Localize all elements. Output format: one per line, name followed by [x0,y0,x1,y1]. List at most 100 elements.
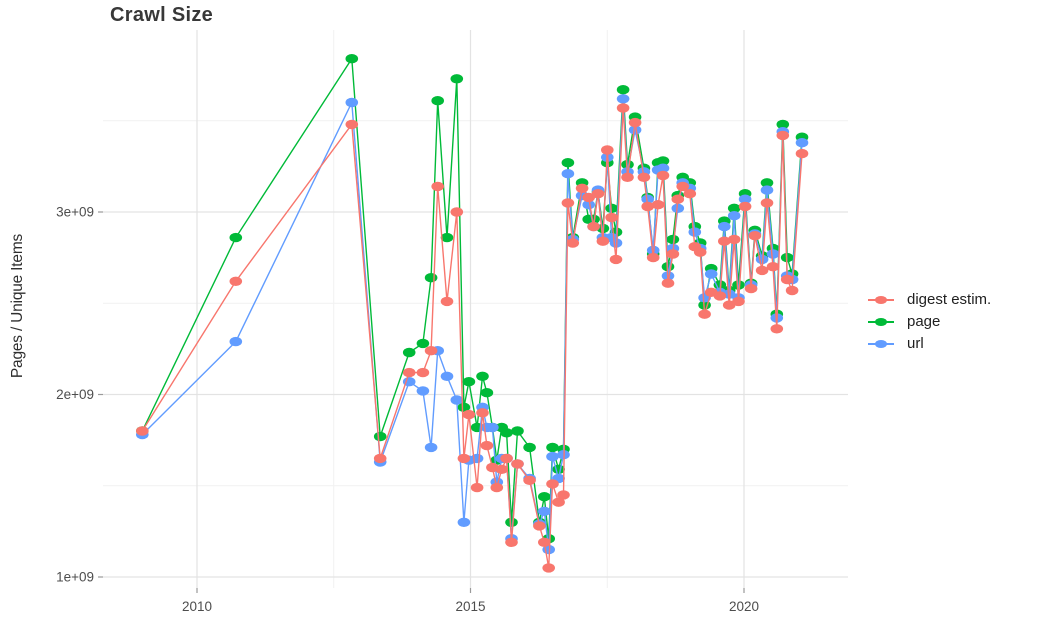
legend-item-digest[interactable]: digest estim. [868,291,991,308]
data-point-url[interactable] [486,422,499,433]
data-point-digest-estim[interactable] [698,309,711,319]
data-point-digest-estim[interactable] [601,145,614,155]
data-point-digest-estim[interactable] [450,207,464,217]
data-point-digest-estim[interactable] [511,459,524,469]
data-point-digest-estim[interactable] [641,201,654,212]
data-point-digest-estim[interactable] [683,189,697,199]
data-point-page[interactable] [511,426,524,436]
data-point-url[interactable] [795,138,809,148]
data-point-digest-estim[interactable] [457,453,471,464]
data-point-digest-estim[interactable] [766,262,780,272]
data-point-digest-estim[interactable] [727,234,741,245]
data-point-digest-estim[interactable] [136,426,149,436]
data-point-digest-estim[interactable] [646,252,660,263]
data-point-digest-estim[interactable] [744,283,758,294]
data-point-page[interactable] [538,492,551,502]
data-point-url[interactable] [628,125,642,135]
data-point-digest-estim[interactable] [480,440,494,451]
data-point-digest-estim[interactable] [718,236,731,246]
data-point-url[interactable] [641,194,654,204]
data-point-digest-estim[interactable] [557,490,570,500]
data-point-page[interactable] [616,85,630,95]
data-point-digest-estim[interactable] [561,198,575,208]
data-point-digest-estim[interactable] [628,117,642,128]
data-point-digest-estim[interactable] [476,408,489,418]
data-point-url[interactable] [609,238,623,248]
data-point-digest-estim[interactable] [582,192,595,203]
data-point-url[interactable] [440,371,454,381]
data-point-page[interactable] [480,388,494,398]
data-point-digest-estim[interactable] [424,346,438,356]
data-point-digest-estim[interactable] [462,409,476,420]
data-point-digest-estim[interactable] [693,247,707,257]
data-point-digest-estim[interactable] [795,148,809,159]
data-point-page[interactable] [561,158,575,168]
data-point-page[interactable] [457,402,471,412]
data-point-page[interactable] [505,517,518,527]
data-point-page[interactable] [402,347,416,358]
data-point-url[interactable] [616,94,630,104]
data-point-url[interactable] [688,227,702,237]
data-point-page[interactable] [760,178,774,188]
data-point-digest-estim[interactable] [785,285,799,296]
data-point-digest-estim[interactable] [229,276,243,286]
data-point-digest-estim[interactable] [591,189,605,199]
data-point-digest-estim[interactable] [490,482,504,493]
data-point-digest-estim[interactable] [671,194,685,204]
data-point-digest-estim[interactable] [637,172,651,182]
data-point-digest-estim[interactable] [538,537,551,547]
data-point-digest-estim[interactable] [666,249,680,259]
data-point-page[interactable] [416,338,430,349]
data-point-page[interactable] [776,119,790,130]
data-point-digest-estim[interactable] [748,231,762,241]
data-point-page[interactable] [656,156,670,166]
data-point-url[interactable] [229,336,243,347]
data-point-url[interactable] [718,221,731,232]
data-point-digest-estim[interactable] [566,238,580,248]
data-point-digest-estim[interactable] [345,119,359,130]
data-point-digest-estim[interactable] [738,201,752,212]
data-point-page[interactable] [424,273,438,283]
data-point-digest-estim[interactable] [575,183,589,193]
data-point-url[interactable] [561,169,575,179]
data-point-digest-estim[interactable] [470,482,484,493]
data-point-url[interactable] [671,203,685,213]
data-point-digest-estim[interactable] [587,221,600,232]
data-point-url[interactable] [727,211,741,221]
data-point-page[interactable] [229,232,243,243]
data-point-url[interactable] [416,386,430,396]
data-point-url[interactable] [704,269,718,279]
data-point-url[interactable] [538,506,551,516]
data-point-digest-estim[interactable] [596,236,610,246]
data-point-digest-estim[interactable] [616,103,630,113]
data-point-url[interactable] [582,200,595,210]
data-point-url[interactable] [470,453,484,464]
data-point-digest-estim[interactable] [605,212,618,223]
data-point-page[interactable] [666,234,680,245]
data-point-url[interactable] [424,442,438,453]
data-point-url[interactable] [766,249,780,259]
data-point-page[interactable] [476,371,489,381]
data-point-url[interactable] [546,451,559,462]
data-point-digest-estim[interactable] [533,521,546,531]
data-point-url[interactable] [738,194,752,204]
data-point-digest-estim[interactable] [523,475,536,485]
data-point-digest-estim[interactable] [416,367,430,378]
data-point-digest-estim[interactable] [732,296,745,307]
data-point-digest-estim[interactable] [609,254,623,265]
data-point-digest-estim[interactable] [651,200,665,210]
data-point-digest-estim[interactable] [621,172,634,182]
data-point-digest-estim[interactable] [755,265,769,276]
data-point-page[interactable] [440,232,454,243]
data-point-digest-estim[interactable] [500,453,513,464]
data-point-page[interactable] [727,203,741,213]
data-point-digest-estim[interactable] [713,291,727,301]
data-point-page[interactable] [462,377,476,387]
data-point-digest-estim[interactable] [373,453,387,464]
data-point-digest-estim[interactable] [542,563,555,573]
data-point-digest-estim[interactable] [760,198,774,208]
data-point-digest-estim[interactable] [402,367,416,378]
data-point-digest-estim[interactable] [780,274,794,285]
legend-item-page[interactable]: page [868,313,991,330]
data-point-digest-estim[interactable] [546,479,559,489]
